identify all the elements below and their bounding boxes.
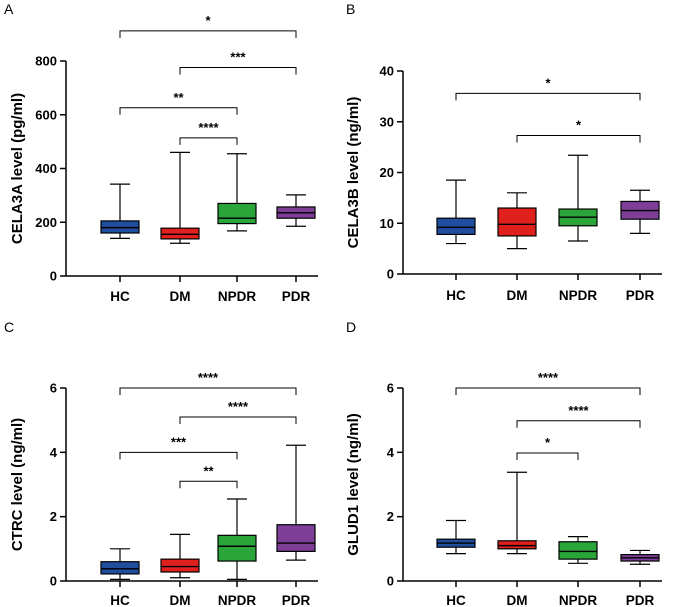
category-label-c-hc: HC [110, 593, 130, 607]
box-c-hc [100, 561, 140, 575]
category-label-b-pdr: PDR [626, 288, 655, 303]
panel-letter-a: A [4, 1, 14, 17]
significance-label-c-3: **** [198, 370, 219, 385]
significance-label-a-0: **** [198, 120, 219, 135]
box-b-dm [497, 207, 537, 237]
box-a-dm [160, 227, 200, 240]
box-b-hc [436, 217, 476, 236]
category-label-b-hc: HC [446, 288, 466, 303]
y-tick-label-a: 600 [35, 107, 57, 122]
y-tick-label-b: 30 [380, 114, 394, 129]
significance-label-d-2: **** [538, 370, 559, 385]
box-a-npdr [217, 202, 257, 225]
category-label-c-pdr: PDR [282, 593, 311, 607]
significance-bracket-c-2 [179, 416, 297, 424]
category-label-a-dm: DM [170, 289, 191, 304]
significance-bracket-a-0 [179, 137, 238, 145]
y-tick-label-d: 4 [387, 445, 395, 460]
y-tick-label-d: 6 [387, 381, 394, 396]
panel-letter-d: D [346, 319, 356, 335]
category-label-a-hc: HC [110, 289, 130, 304]
y-tick-label-c: 4 [50, 445, 58, 460]
y-axis-title-b: CELA3B level (ng/ml) [345, 97, 362, 249]
significance-bracket-d-2 [455, 387, 641, 395]
category-label-b-dm: DM [507, 288, 528, 303]
y-tick-label-c: 6 [50, 381, 57, 396]
panel-letter-c: C [4, 319, 14, 335]
significance-label-b-1: * [545, 75, 551, 90]
y-tick-label-c: 2 [50, 509, 57, 524]
category-label-c-dm: DM [170, 593, 191, 607]
significance-bracket-c-0 [179, 480, 238, 489]
category-label-b-npdr: NPDR [559, 288, 598, 303]
y-tick-label-a: 800 [35, 54, 57, 69]
y-tick-label-b: 20 [380, 165, 394, 180]
box-d-dm [497, 540, 537, 550]
y-tick-label-d: 0 [387, 574, 394, 589]
y-tick-label-a: 0 [50, 269, 57, 284]
significance-label-a-3: * [205, 13, 211, 28]
significance-label-a-1: ** [173, 90, 184, 105]
significance-label-a-2: *** [230, 49, 246, 64]
category-label-d-hc: HC [446, 593, 466, 607]
category-label-c-npdr: NPDR [218, 593, 257, 607]
y-axis-title-c: CTRC level (ng/ml) [9, 418, 26, 551]
significance-label-c-1: *** [171, 434, 187, 449]
significance-bracket-b-1 [455, 92, 641, 101]
y-tick-label-c: 0 [50, 574, 57, 589]
significance-label-b-0: * [576, 117, 582, 132]
significance-bracket-c-3 [119, 387, 297, 395]
box-c-npdr [217, 534, 257, 562]
significance-label-d-0: * [545, 435, 551, 450]
y-tick-label-b: 0 [387, 267, 394, 282]
y-tick-label-a: 400 [35, 161, 57, 176]
y-axis-title-d: GLUD1 level (ng/ml) [345, 413, 362, 556]
significance-label-c-2: **** [228, 399, 249, 414]
category-label-d-npdr: NPDR [559, 593, 598, 607]
significance-bracket-d-1 [516, 420, 641, 428]
significance-bracket-c-1 [119, 451, 238, 460]
significance-bracket-a-1 [119, 107, 238, 115]
box-c-dm [160, 558, 200, 573]
category-label-d-pdr: PDR [626, 593, 655, 607]
category-label-a-npdr: NPDR [218, 289, 257, 304]
y-tick-label-a: 200 [35, 215, 57, 230]
box-d-npdr [558, 541, 598, 560]
significance-bracket-b-0 [516, 134, 641, 143]
y-tick-label-b: 10 [380, 216, 394, 231]
significance-label-d-1: **** [568, 403, 589, 418]
significance-label-c-0: ** [203, 463, 214, 478]
box-c-pdr [276, 524, 316, 553]
category-label-d-dm: DM [507, 593, 528, 607]
y-axis-title-a: CELA3A level (pg/ml) [9, 93, 26, 244]
significance-bracket-a-3 [119, 30, 297, 38]
significance-bracket-d-0 [516, 452, 579, 460]
significance-bracket-a-2 [179, 66, 297, 75]
panel-letter-b: B [346, 1, 355, 17]
y-tick-label-d: 2 [387, 509, 394, 524]
category-label-a-pdr: PDR [282, 289, 311, 304]
y-tick-label-b: 40 [380, 64, 394, 79]
